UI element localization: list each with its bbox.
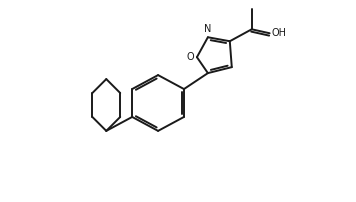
Text: OH: OH xyxy=(271,28,286,38)
Text: O: O xyxy=(186,52,194,62)
Text: N: N xyxy=(204,24,211,34)
